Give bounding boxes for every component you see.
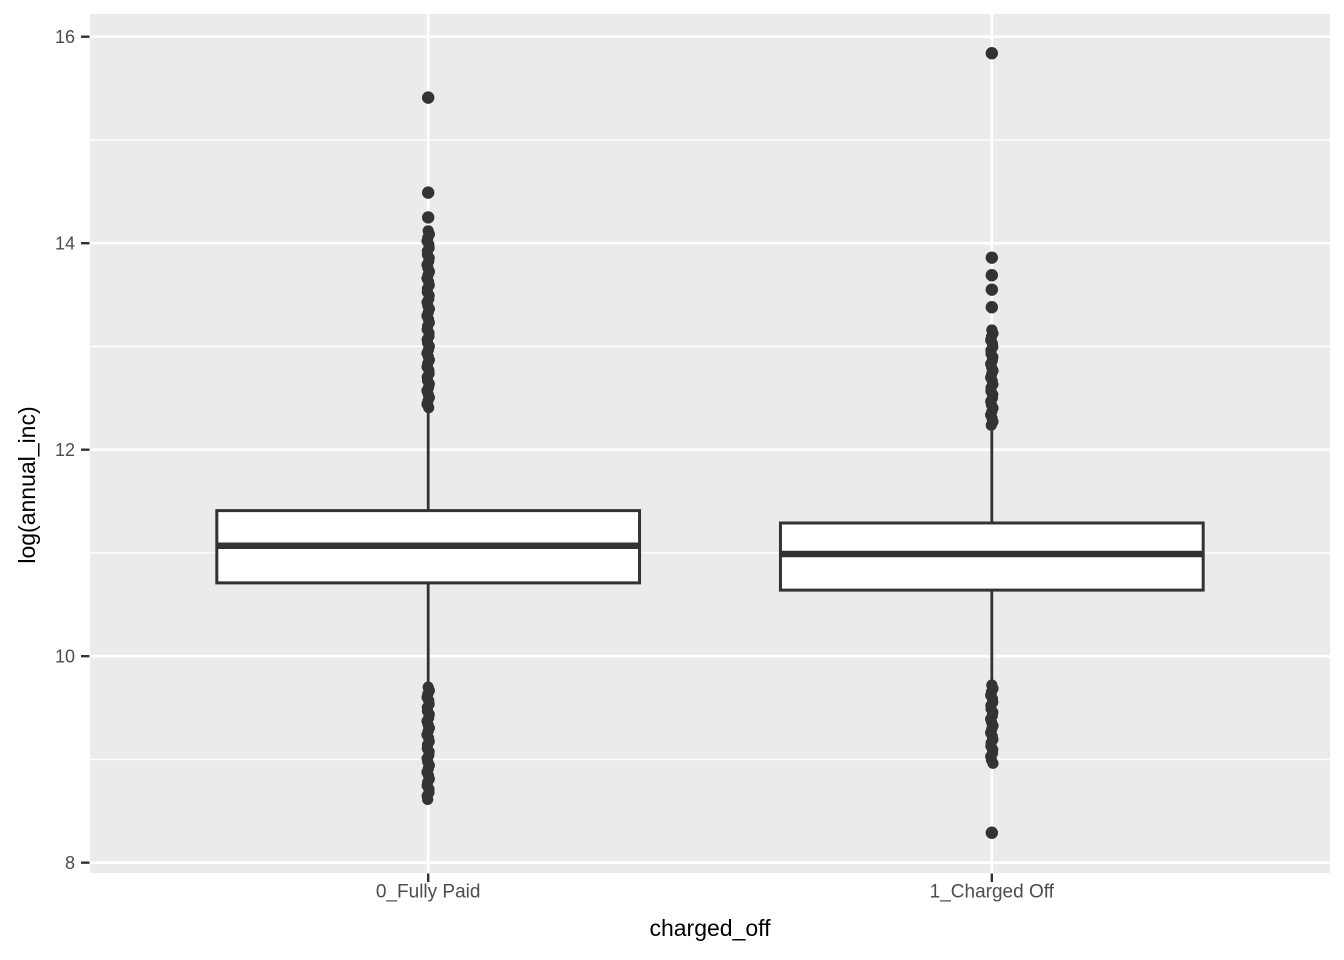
y-axis-title: log(annual_inc) — [14, 406, 40, 564]
outlier-dot — [985, 251, 999, 264]
x-tick-label: 1_Charged Off — [930, 882, 1055, 903]
outlier-dot — [421, 186, 435, 199]
y-tick-label: 8 — [65, 853, 75, 873]
outlier-dot — [985, 301, 999, 314]
y-tick-label: 12 — [55, 440, 75, 460]
x-axis-title: charged_off — [649, 915, 771, 941]
y-tick-label: 14 — [55, 233, 75, 253]
outlier-dot — [985, 826, 999, 839]
outlier-dot — [421, 211, 435, 224]
y-tick-label: 16 — [55, 27, 75, 47]
x-tick-label: 0_Fully Paid — [376, 882, 481, 903]
outlier-cluster-dot — [985, 419, 997, 431]
outlier-dot — [421, 91, 435, 104]
outlier-cluster-dot — [987, 757, 999, 769]
plot-panel — [90, 14, 1330, 873]
outlier-cluster-dot — [423, 402, 435, 414]
outlier-dot — [985, 47, 999, 60]
outlier-dot — [985, 283, 999, 296]
outlier-dot — [985, 269, 999, 282]
outlier-cluster-dot — [422, 793, 434, 805]
y-tick-label: 10 — [55, 646, 75, 666]
